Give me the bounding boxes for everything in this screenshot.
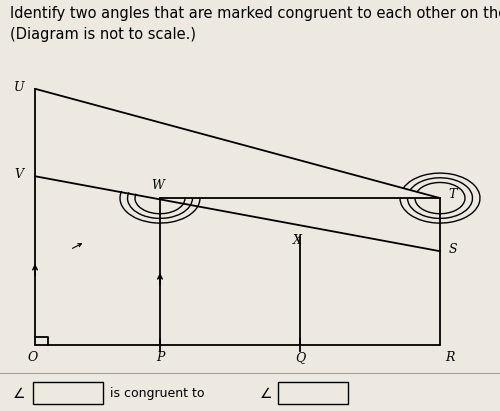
Text: U: U (14, 81, 24, 94)
Text: (Diagram is not to scale.): (Diagram is not to scale.) (10, 27, 196, 42)
Text: P: P (156, 351, 164, 364)
Text: is congruent to: is congruent to (110, 387, 204, 400)
Text: Identify two angles that are marked congruent to each other on the diagram below: Identify two angles that are marked cong… (10, 6, 500, 21)
Text: X: X (293, 234, 302, 247)
Text: V: V (14, 168, 24, 181)
Text: O: O (28, 351, 38, 364)
Text: R: R (446, 351, 454, 364)
Text: S: S (448, 243, 457, 256)
Text: Q: Q (295, 351, 305, 364)
Text: ∠: ∠ (260, 387, 272, 401)
Text: ∠: ∠ (12, 387, 25, 401)
Text: T: T (448, 189, 456, 201)
Text: W: W (151, 179, 164, 192)
